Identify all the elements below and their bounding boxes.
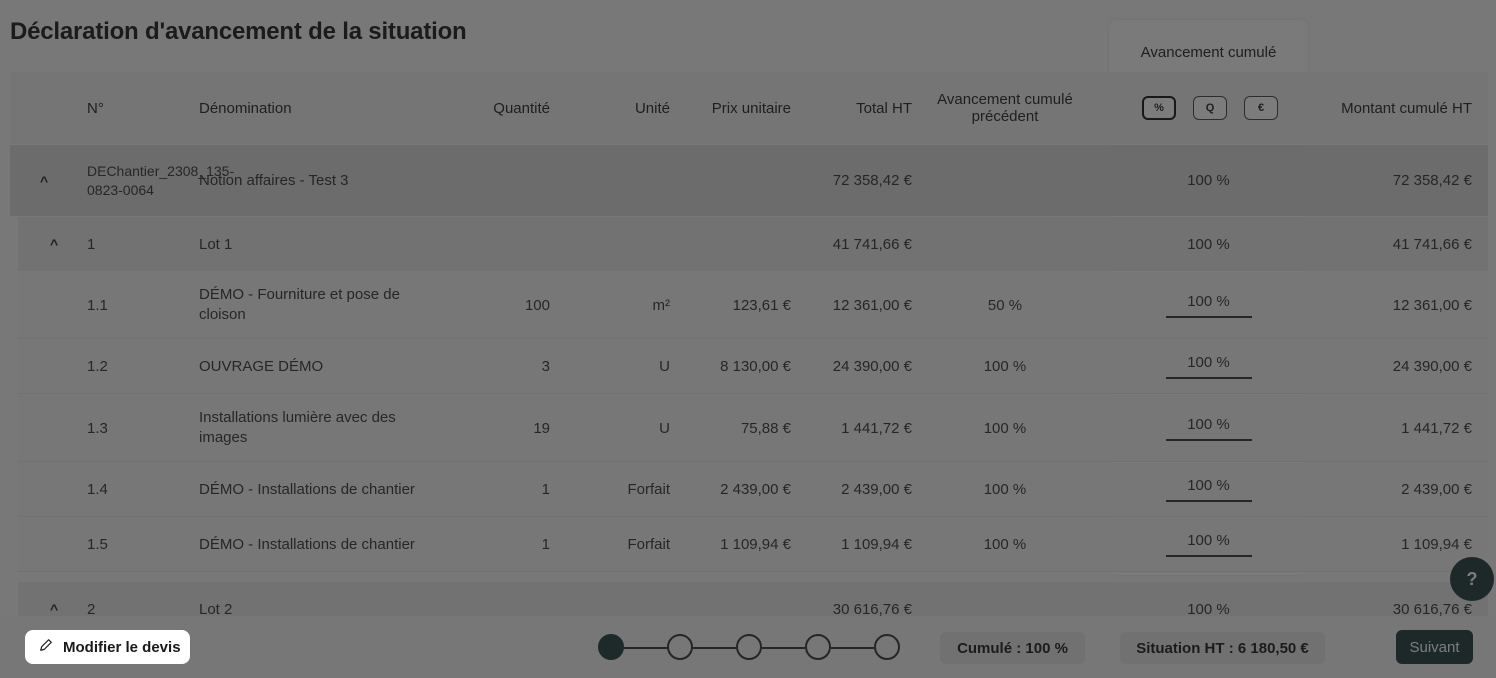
item-name: Installations lumière avec des images — [199, 409, 396, 446]
item-prev-progress: 50 % — [987, 296, 1023, 314]
col-name-header: Dénomination — [199, 99, 292, 117]
table-row: 1.2 OUVRAGE DÉMO 3 U 8 130,00 € 24 390,0… — [18, 340, 1488, 394]
col-unit-header: Unité — [634, 99, 670, 117]
lot-num: 2 — [87, 600, 96, 618]
item-total: 2 439,00 € — [841, 481, 912, 498]
item-total: 1 109,94 € — [841, 536, 912, 553]
euro-mode-button[interactable]: € — [1244, 96, 1278, 120]
progress-mode-toggle: % Q € — [1142, 96, 1278, 120]
progress-column-label: Avancement cumulé — [1140, 44, 1277, 61]
item-total: 12 361,00 € — [832, 296, 912, 314]
item-qty: 3 — [541, 358, 550, 375]
next-button[interactable]: Suivant — [1396, 630, 1473, 664]
edit-quote-button[interactable]: Modifier le devis — [25, 630, 190, 664]
table-row: 1.1 DÉMO - Fourniture et pose de cloison… — [18, 272, 1488, 339]
item-cumul: 1 441,72 € — [1401, 419, 1472, 437]
item-unit-price: 8 130,00 € — [720, 358, 791, 375]
item-progress-input[interactable]: 100 % — [1165, 293, 1252, 318]
item-unit-price: 2 439,00 € — [720, 481, 791, 498]
item-unit: m² — [652, 296, 671, 314]
item-qty: 19 — [533, 419, 550, 437]
item-num: 1.3 — [87, 419, 108, 437]
item-qty: 1 — [541, 536, 550, 553]
step-dot — [667, 634, 693, 660]
progress-table: N° Dénomination Quantité Unité Prix unit… — [10, 72, 1488, 620]
item-progress-input[interactable]: 100 % — [1165, 416, 1252, 441]
item-unit-price: 75,88 € — [740, 419, 791, 437]
lot-cumul-amount: 30 616,76 € — [1392, 600, 1472, 618]
item-qty: 100 — [524, 296, 550, 314]
chevron-up-icon[interactable]: ^ — [50, 601, 59, 617]
item-progress-input[interactable]: 100 % — [1165, 532, 1252, 557]
col-qty-header: Quantité — [493, 99, 550, 117]
item-cumul: 1 109,94 € — [1401, 536, 1472, 553]
table-row: 1.3 Installations lumière avec des image… — [18, 395, 1488, 462]
step-dot — [805, 634, 831, 660]
col-unit-price-header: Prix unitaire — [711, 99, 791, 117]
item-total: 24 390,00 € — [832, 358, 912, 375]
lot-total: 41 741,66 € — [832, 235, 912, 253]
step-indicator — [598, 634, 902, 662]
item-num: 1.2 — [87, 358, 108, 375]
item-unit-price: 1 109,94 € — [720, 536, 791, 553]
lot-num: 1 — [87, 235, 96, 253]
pencil-icon — [39, 638, 53, 656]
chevron-up-icon[interactable]: ^ — [40, 172, 49, 189]
item-num: 1.4 — [87, 481, 108, 498]
quantity-mode-button[interactable]: Q — [1193, 96, 1227, 120]
item-unit-price: 123,61 € — [732, 296, 791, 314]
project-progress: 100 % — [1187, 172, 1230, 189]
item-num: 1.5 — [87, 536, 108, 553]
cumul-summary: Cumulé : 100 % — [940, 632, 1085, 664]
item-cumul: 12 361,00 € — [1392, 296, 1472, 314]
edit-quote-label: Modifier le devis — [63, 638, 181, 656]
situation-summary: Situation HT : 6 180,50 € — [1120, 632, 1325, 664]
lot-row[interactable]: ^ 1 Lot 1 41 741,66 € 100 % 41 741,66 € — [18, 217, 1488, 271]
project-cumul-amount: 72 358,42 € — [1392, 172, 1472, 189]
item-unit: U — [659, 419, 670, 437]
item-cumul: 24 390,00 € — [1392, 358, 1472, 375]
col-cumul-amount-header: Montant cumulé HT — [1341, 99, 1472, 117]
percent-mode-button[interactable]: % — [1142, 96, 1176, 120]
item-prev-progress: 100 % — [983, 536, 1027, 553]
project-total: 72 358,42 € — [832, 172, 912, 189]
table-row: 1.5 DÉMO - Installations de chantier 1 F… — [18, 518, 1488, 572]
lot-progress: 100 % — [1187, 600, 1230, 618]
chevron-up-icon[interactable]: ^ — [50, 236, 59, 252]
item-total: 1 441,72 € — [841, 419, 912, 437]
col-total-header: Total HT — [856, 99, 912, 117]
item-progress-input[interactable]: 100 % — [1165, 354, 1252, 379]
help-button[interactable]: ? — [1450, 557, 1494, 601]
table-row: 1.4 DÉMO - Installations de chantier 1 F… — [18, 463, 1488, 517]
project-group-row[interactable]: ^ DEChantier_2308_135-0823-0064 Notion a… — [10, 145, 1488, 216]
step-dot — [874, 634, 900, 660]
item-prev-progress: 100 % — [983, 358, 1027, 375]
item-name: DÉMO - Installations de chantier — [199, 536, 415, 553]
lot-total: 30 616,76 € — [832, 600, 912, 618]
col-num-header: N° — [87, 99, 104, 117]
page-title: Déclaration d'avancement de la situation — [10, 18, 467, 45]
lot-name: Lot 2 — [199, 600, 233, 618]
item-cumul: 2 439,00 € — [1401, 481, 1472, 498]
step-dot-active — [598, 634, 624, 660]
item-name: OUVRAGE DÉMO — [199, 358, 324, 375]
item-name: DÉMO - Fourniture et pose de cloison — [199, 286, 400, 323]
lot-row[interactable]: ^ 2 Lot 2 30 616,76 € 100 % 30 616,76 € — [18, 582, 1488, 620]
lot-name: Lot 1 — [199, 235, 233, 253]
project-name: Notion affaires - Test 3 — [199, 172, 349, 189]
item-num: 1.1 — [87, 296, 108, 314]
item-name: DÉMO - Installations de chantier — [199, 481, 415, 498]
item-progress-input[interactable]: 100 % — [1165, 477, 1252, 502]
item-unit: Forfait — [627, 536, 670, 553]
item-qty: 1 — [541, 481, 550, 498]
lot-cumul-amount: 41 741,66 € — [1392, 235, 1472, 253]
item-prev-progress: 100 % — [983, 481, 1027, 498]
col-prev-progress-header: Avancement cumulé précédent — [937, 91, 1073, 125]
lot-progress: 100 % — [1187, 235, 1230, 253]
step-dot — [736, 634, 762, 660]
item-unit: Forfait — [627, 481, 670, 498]
item-unit: U — [659, 358, 670, 375]
item-prev-progress: 100 % — [983, 419, 1027, 437]
